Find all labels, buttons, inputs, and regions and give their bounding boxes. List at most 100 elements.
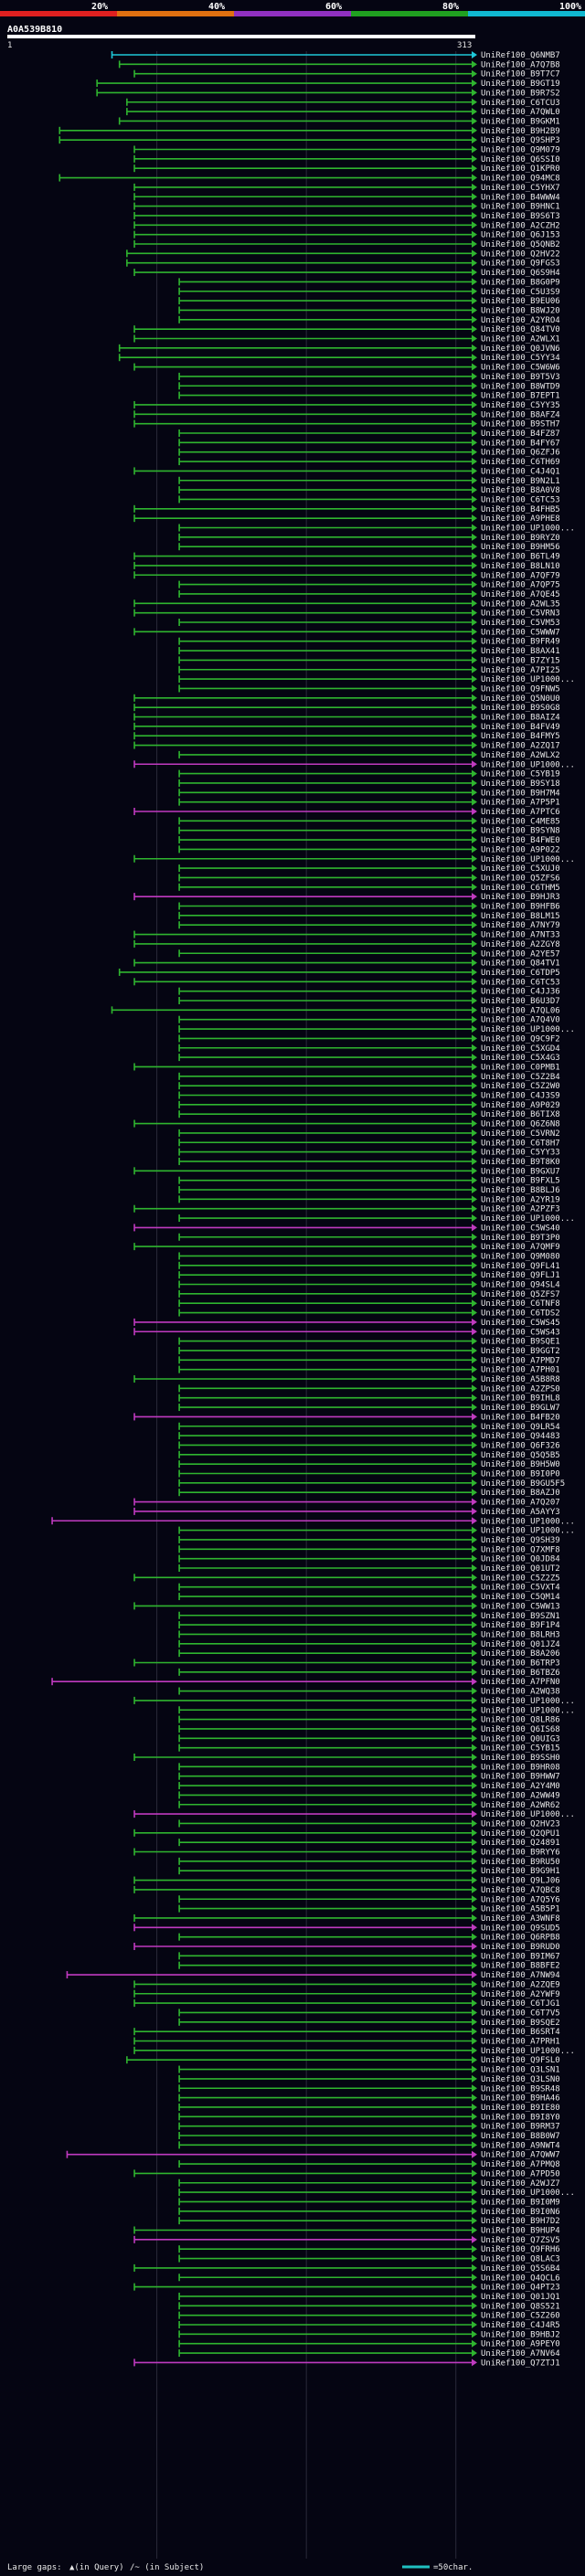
hit-row[interactable]: UniRef100_C5YY33: [178, 1148, 560, 1158]
hit-label[interactable]: UniRef100_UP1000...: [481, 760, 575, 769]
hit-label[interactable]: UniRef100_B4FWE0: [481, 836, 560, 845]
hit-row[interactable]: UniRef100_Q2HV22: [126, 249, 560, 259]
hit-row[interactable]: UniRef100_B9GKM1: [118, 117, 560, 126]
hit-label[interactable]: UniRef100_B8BLJ6: [481, 1186, 560, 1195]
hit-label[interactable]: UniRef100_A2WL35: [481, 599, 560, 609]
hit-label[interactable]: UniRef100_B4FHB5: [481, 505, 560, 514]
hit-row[interactable]: UniRef100_C6TNF8: [178, 1299, 560, 1309]
hit-label[interactable]: UniRef100_C5XUJ0: [481, 864, 560, 874]
hit-row[interactable]: UniRef100_C4J4Q1: [133, 467, 560, 476]
hit-row[interactable]: UniRef100_B8BLJ6: [178, 1186, 560, 1195]
hit-row[interactable]: UniRef100_B8A206: [178, 1649, 560, 1659]
hit-label[interactable]: UniRef100_UP1000...: [481, 855, 575, 864]
hit-row[interactable]: UniRef100_C4J4R5: [178, 2321, 560, 2330]
hit-label[interactable]: UniRef100_B8B0W7: [481, 2132, 560, 2141]
hit-label[interactable]: UniRef100_B8AX41: [481, 647, 560, 656]
hit-label[interactable]: UniRef100_A7PI25: [481, 666, 560, 675]
hit-row[interactable]: UniRef100_A7QBC8: [133, 1885, 560, 1895]
hit-label[interactable]: UniRef100_Q9FSL0: [481, 2056, 560, 2065]
hit-row[interactable]: UniRef100_B9T7C7: [133, 69, 560, 80]
hit-row[interactable]: UniRef100_A2YWF9: [133, 1989, 560, 1999]
hit-label[interactable]: UniRef100_B9HA46: [481, 2094, 560, 2104]
hit-row[interactable]: UniRef100_C5QM14: [178, 1593, 560, 1602]
hit-row[interactable]: UniRef100_Q6J153: [133, 230, 560, 240]
hit-row[interactable]: UniRef100_C5WS43: [133, 1328, 560, 1337]
hit-row[interactable]: UniRef100_B4FB20: [133, 1413, 560, 1422]
hit-label[interactable]: UniRef100_C5VM53: [481, 619, 560, 628]
hit-label[interactable]: UniRef100_Q8S521: [481, 2302, 560, 2311]
hit-row[interactable]: UniRef100_B9STH7: [133, 419, 560, 429]
hit-row[interactable]: UniRef100_C5VRN3: [133, 609, 560, 619]
hit-label[interactable]: UniRef100_A7QMF9: [481, 1243, 560, 1252]
hit-label[interactable]: UniRef100_A9NWT4: [481, 2141, 560, 2150]
hit-label[interactable]: UniRef100_C5YHX7: [481, 184, 560, 193]
hit-label[interactable]: UniRef100_B9I0P0: [481, 1470, 560, 1479]
hit-label[interactable]: UniRef100_C4J4Q1: [481, 467, 560, 476]
hit-row[interactable]: UniRef100_A7NT33: [133, 930, 560, 940]
hit-label[interactable]: UniRef100_Q0UIG3: [481, 1734, 560, 1744]
hit-label[interactable]: UniRef100_Q4PT23: [481, 2284, 560, 2293]
hit-row[interactable]: UniRef100_Q4PT23: [133, 2283, 560, 2293]
hit-label[interactable]: UniRef100_A9PHE8: [481, 514, 560, 524]
hit-label[interactable]: UniRef100_B9IM67: [481, 1952, 560, 1961]
hit-row[interactable]: UniRef100_B9HJR3: [133, 893, 560, 902]
hit-row[interactable]: UniRef100_C6TJG1: [133, 1999, 560, 2009]
hit-label[interactable]: UniRef100_C5VRN3: [481, 610, 560, 619]
hit-row[interactable]: UniRef100_UP1000...: [178, 1706, 575, 1715]
hit-row[interactable]: UniRef100_B9R7S2: [96, 89, 560, 98]
hit-row[interactable]: UniRef100_B9EU06: [178, 297, 560, 306]
hit-label[interactable]: UniRef100_Q9LR54: [481, 1423, 560, 1432]
hit-label[interactable]: UniRef100_A9PEY0: [481, 2340, 560, 2349]
hit-row[interactable]: UniRef100_Q9FL41: [178, 1261, 560, 1271]
hit-label[interactable]: UniRef100_UP1000...: [481, 2189, 575, 2198]
hit-label[interactable]: UniRef100_C5Z2Z5: [481, 1574, 560, 1583]
hit-label[interactable]: UniRef100_B9SQE1: [481, 1338, 560, 1347]
hit-row[interactable]: UniRef100_C5Z260: [178, 2311, 560, 2321]
hit-label[interactable]: UniRef100_C6TDP5: [481, 969, 560, 978]
hit-label[interactable]: UniRef100_B9HFB6: [481, 903, 560, 912]
hit-row[interactable]: UniRef100_Q01JQ1: [178, 2292, 560, 2302]
hit-label[interactable]: UniRef100_B9STH7: [481, 420, 560, 429]
hit-row[interactable]: UniRef100_B8WJ20: [178, 306, 560, 315]
hit-label[interactable]: UniRef100_B9EU06: [481, 297, 560, 306]
hit-row[interactable]: UniRef100_B9FXL5: [178, 1176, 560, 1186]
hit-label[interactable]: UniRef100_C6TCU3: [481, 99, 560, 108]
hit-row[interactable]: UniRef100_C6TCU3: [126, 98, 560, 108]
hit-label[interactable]: UniRef100_B9IE80: [481, 2104, 560, 2113]
hit-row[interactable]: UniRef100_UP1000...: [133, 1810, 575, 1819]
hit-row[interactable]: UniRef100_Q6NMB7: [111, 51, 560, 60]
hit-label[interactable]: UniRef100_C5YB19: [481, 770, 560, 779]
hit-row[interactable]: UniRef100_Q84TV1: [133, 959, 560, 969]
hit-label[interactable]: UniRef100_Q9FGS3: [481, 260, 560, 269]
hit-label[interactable]: UniRef100_C4ME85: [481, 817, 560, 826]
hit-row[interactable]: UniRef100_B9GXU7: [133, 1167, 560, 1176]
hit-row[interactable]: UniRef100_Q5Q5B5: [178, 1450, 560, 1460]
hit-row[interactable]: UniRef100_A7QL06: [111, 1006, 560, 1015]
hit-label[interactable]: UniRef100_B9F1P4: [481, 1621, 560, 1630]
hit-label[interactable]: UniRef100_A2ZQE9: [481, 1980, 560, 1989]
hit-label[interactable]: UniRef100_Q5ZFS7: [481, 1290, 560, 1299]
hit-label[interactable]: UniRef100_Q5N0U0: [481, 694, 560, 704]
hit-row[interactable]: UniRef100_Q6ZFJ6: [178, 448, 560, 458]
hit-label[interactable]: UniRef100_C6TJG1: [481, 1999, 560, 2009]
hit-label[interactable]: UniRef100_C5U3S9: [481, 288, 560, 297]
hit-label[interactable]: UniRef100_Q5Q5B5: [481, 1451, 560, 1460]
hit-label[interactable]: UniRef100_B9GLW7: [481, 1404, 560, 1413]
hit-label[interactable]: UniRef100_A2YE57: [481, 949, 560, 959]
hit-row[interactable]: UniRef100_C4JJ36: [178, 987, 560, 997]
hit-label[interactable]: UniRef100_B9T7C7: [481, 70, 560, 80]
hit-row[interactable]: UniRef100_C5WWW7: [133, 628, 560, 637]
hit-row[interactable]: UniRef100_A7NV64: [178, 2349, 560, 2359]
hit-row[interactable]: UniRef100_A2ZQ17: [133, 741, 560, 751]
hit-label[interactable]: UniRef100_A5AYY3: [481, 1508, 560, 1517]
hit-label[interactable]: UniRef100_A7NV64: [481, 2349, 560, 2359]
hit-row[interactable]: UniRef100_A5AYY3: [133, 1507, 560, 1517]
hit-row[interactable]: UniRef100_A2WW49: [178, 1791, 560, 1800]
hit-label[interactable]: UniRef100_Q9C9F2: [481, 1034, 560, 1044]
hit-row[interactable]: UniRef100_UP1000...: [178, 1214, 575, 1224]
hit-label[interactable]: UniRef100_B9FXL5: [481, 1177, 560, 1186]
hit-row[interactable]: UniRef100_A2CZH2: [133, 221, 560, 230]
hit-label[interactable]: UniRef100_B4FMY5: [481, 732, 560, 741]
hit-row[interactable]: UniRef100_C0PMB1: [133, 1063, 560, 1072]
hit-label[interactable]: UniRef100_A2ZGY8: [481, 940, 560, 949]
